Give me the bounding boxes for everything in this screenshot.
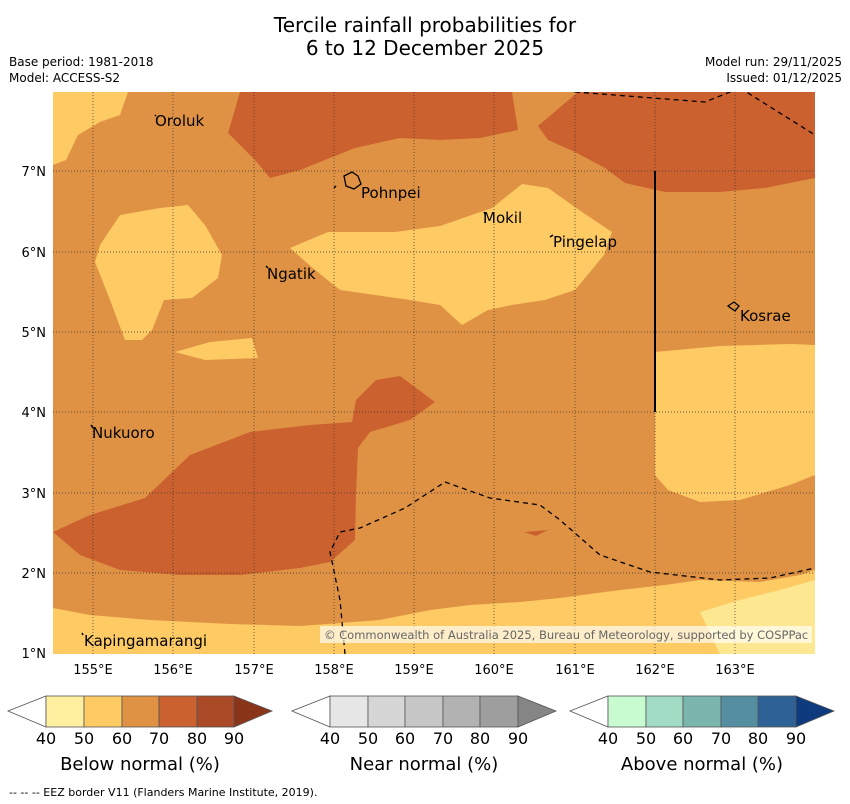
tick: 90 — [223, 729, 245, 748]
lat-2: 2°N — [22, 567, 47, 582]
tick: 60 — [111, 729, 133, 748]
region-70-80-topright — [538, 92, 815, 192]
lat-7: 7°N — [22, 165, 47, 180]
tick: 70 — [710, 729, 732, 748]
base-period: Base period: 1981-2018 — [9, 55, 154, 69]
copyright-text: © Commonwealth of Australia 2025, Bureau… — [324, 628, 808, 642]
mokil-mark — [483, 211, 486, 215]
lon-159: 159°E — [394, 663, 434, 678]
lat-3: 3°N — [22, 487, 47, 502]
tick: 50 — [357, 729, 379, 748]
title-line-1: Tercile rainfall probabilities for — [273, 13, 577, 37]
label-kosrae: Kosrae — [740, 307, 791, 325]
lon-160: 160°E — [474, 663, 514, 678]
ant-atoll-icon — [333, 185, 337, 189]
kosrae-island-icon — [726, 301, 740, 312]
region-70-80-top — [228, 92, 518, 178]
eez-border — [329, 92, 815, 654]
label-nukuoro: Nukuoro — [92, 424, 155, 442]
tick: 90 — [785, 729, 807, 748]
model-run: Model run: 29/11/2025 — [704, 55, 842, 69]
tick: 50 — [635, 729, 657, 748]
lat-1: 1°N — [22, 647, 47, 662]
lat-4: 4°N — [22, 406, 47, 421]
lat-axis: 7°N 6°N 5°N 4°N 3°N 2°N 1°N — [22, 165, 47, 662]
tick: 70 — [148, 729, 170, 748]
nukuoro-mark — [90, 424, 94, 429]
tick: 40 — [35, 729, 57, 748]
tick: 60 — [394, 729, 416, 748]
pohnpei-island-icon — [343, 171, 362, 190]
lon-156: 156°E — [153, 663, 193, 678]
region-50-60-topleft — [53, 92, 128, 165]
legend-below — [6, 695, 274, 728]
region-50-60-left — [95, 205, 222, 340]
region-70-80-lowerleft — [53, 376, 435, 575]
map-area: Oroluk Pohnpei Mokil Pingelap Ngatik Kos… — [53, 92, 815, 654]
label-pingelap: Pingelap — [553, 233, 617, 251]
lon-162: 162°E — [635, 663, 675, 678]
label-pohnpei: Pohnpei — [361, 184, 421, 202]
label-ngatik: Ngatik — [267, 265, 316, 283]
legend-below-title: Below normal (%) — [60, 754, 220, 775]
lat-6: 6°N — [22, 246, 47, 261]
title-line-2: 6 to 12 December 2025 — [305, 36, 545, 60]
label-oroluk: Oroluk — [155, 112, 204, 130]
lon-158: 158°E — [314, 663, 354, 678]
label-kapingamarangi: Kapingamarangi — [84, 632, 207, 650]
legend-near — [290, 695, 558, 728]
ngatik-mark — [265, 265, 269, 269]
legend-above-title: Above normal (%) — [620, 754, 784, 775]
lat-5: 5°N — [22, 326, 47, 341]
lon-axis: 155°E 156°E 157°E 158°E 159°E 160°E 161°… — [73, 663, 755, 678]
eez-footnote: -- -- -- EEZ border V11 (Flanders Marine… — [9, 786, 318, 799]
lon-155: 155°E — [73, 663, 113, 678]
oroluk-mark — [154, 114, 157, 117]
model-name: Model: ACCESS-S2 — [9, 71, 121, 85]
region-70-80-spot — [524, 530, 548, 536]
lon-157: 157°E — [234, 663, 274, 678]
tick: 80 — [747, 729, 769, 748]
lon-161: 161°E — [555, 663, 595, 678]
tick: 80 — [186, 729, 208, 748]
tick: 40 — [319, 729, 341, 748]
pingelap-mark — [549, 234, 554, 238]
issued-date: Issued: 01/12/2025 — [726, 71, 842, 85]
tick: 70 — [432, 729, 454, 748]
legend-above — [568, 695, 836, 728]
tick: 40 — [597, 729, 619, 748]
meta-right: Model run: 29/11/2025 Issued: 01/12/2025 — [705, 54, 842, 86]
lon-163: 163°E — [715, 663, 755, 678]
meta-left: Base period: 1981-2018 Model: ACCESS-S2 — [9, 54, 154, 86]
region-50-60-center — [290, 184, 612, 325]
tick: 90 — [507, 729, 529, 748]
kapinga-mark — [81, 632, 84, 636]
tick: 80 — [469, 729, 491, 748]
copyright-bg — [320, 626, 812, 643]
region-50-60-strip — [175, 338, 258, 360]
tick: 60 — [672, 729, 694, 748]
label-mokil: Mokil — [483, 209, 522, 227]
chart-title: Tercile rainfall probabilities for 6 to … — [0, 14, 850, 60]
legend-near-title: Near normal (%) — [349, 754, 499, 775]
tick: 50 — [73, 729, 95, 748]
